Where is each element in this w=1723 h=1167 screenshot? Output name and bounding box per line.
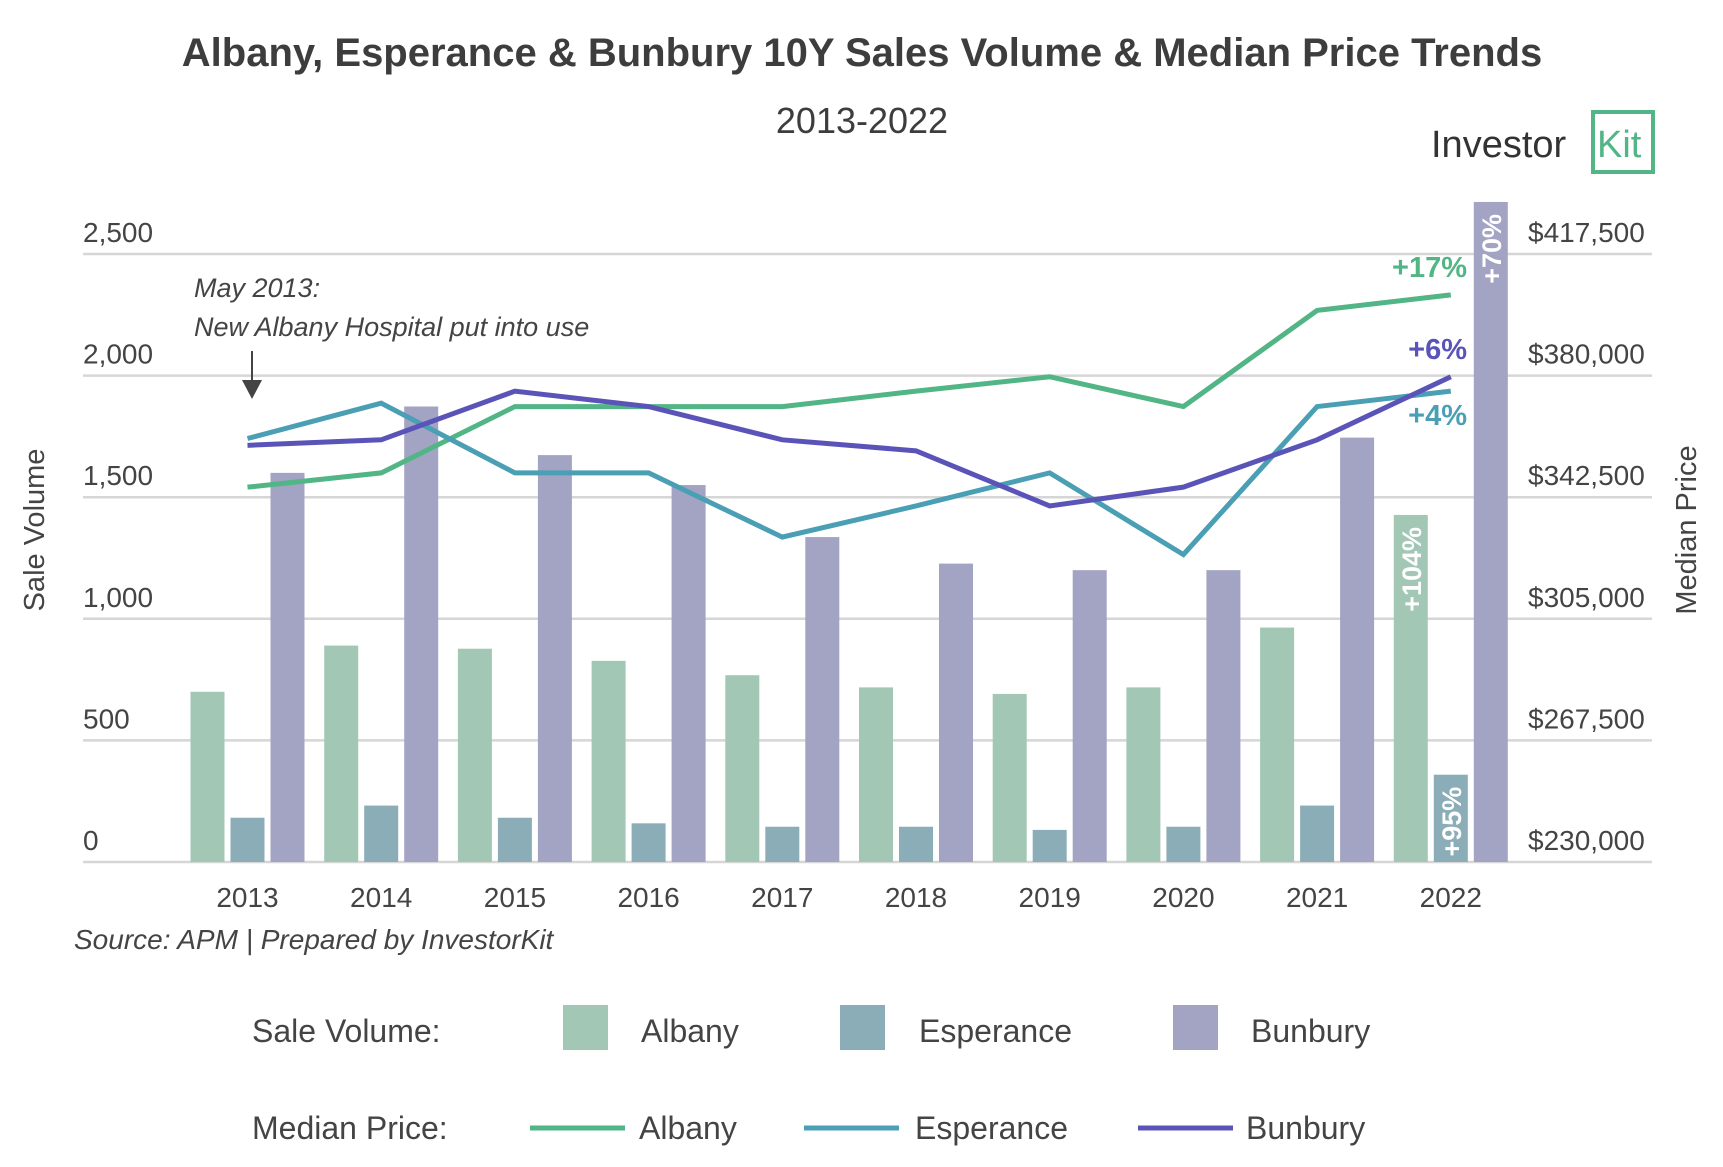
bar-bunbury	[1473, 201, 1508, 862]
bar-esperance	[899, 826, 933, 862]
bar-esperance	[230, 817, 265, 862]
bar-change-label: +95%	[1437, 787, 1467, 857]
bar-esperance	[765, 826, 800, 862]
bar-albany	[725, 675, 760, 862]
y-right-tick-label: $380,000	[1528, 339, 1645, 370]
legend-swatch-albany	[563, 1005, 608, 1050]
line-change-label: +4%	[1408, 400, 1467, 432]
y-right-tick-label: $417,500	[1528, 217, 1645, 248]
x-tick-label: 2021	[1286, 882, 1348, 913]
bar-albany	[992, 693, 1027, 862]
annotation-text: May 2013:	[194, 273, 320, 303]
bar-esperance	[497, 817, 532, 862]
legend-label: Esperance	[915, 1110, 1068, 1146]
x-tick-label: 2019	[1019, 882, 1081, 913]
bar-albany	[457, 648, 492, 862]
logo-text-kit: Kit	[1597, 124, 1642, 166]
y-left-tick-label: 0	[83, 825, 99, 856]
x-tick-label: 2014	[350, 882, 412, 913]
bar-bunbury	[1206, 570, 1241, 862]
bar-change-label: +70%	[1477, 214, 1507, 284]
x-tick-label: 2018	[885, 882, 947, 913]
y-left-axis-title: Sale Volume	[19, 449, 51, 612]
chart-title: Albany, Esperance & Bunbury 10Y Sales Vo…	[182, 31, 1542, 75]
x-tick-label: 2013	[216, 882, 278, 913]
bar-bunbury	[537, 455, 572, 862]
legend-label: Esperance	[919, 1013, 1072, 1049]
y-left-tick-label: 1,500	[83, 460, 153, 491]
x-tick-label: 2017	[751, 882, 813, 913]
x-tick-label: 2020	[1152, 882, 1214, 913]
y-left-tick-label: 2,500	[83, 217, 153, 248]
bar-bunbury	[939, 563, 973, 862]
bar-esperance	[1433, 774, 1468, 862]
bar-bunbury	[1340, 437, 1375, 862]
bar-albany	[190, 691, 225, 862]
legend-swatch-esperance	[840, 1005, 885, 1050]
bar-albany	[591, 660, 626, 862]
bar-albany	[1393, 514, 1428, 862]
legend-bars-title: Sale Volume:	[252, 1013, 441, 1049]
bar-esperance	[631, 823, 666, 862]
y-right-tick-label: $267,500	[1528, 703, 1645, 734]
bar-bunbury	[270, 472, 305, 862]
annotation-arrowhead-icon	[242, 380, 262, 399]
legend-swatch-bunbury	[1173, 1005, 1218, 1050]
y-left-tick-label: 500	[83, 703, 130, 734]
legend-label: Bunbury	[1251, 1013, 1370, 1049]
bar-esperance	[1032, 829, 1067, 862]
logo-text: Investor	[1431, 124, 1567, 166]
x-tick-label: 2016	[617, 882, 679, 913]
line-change-label: +6%	[1408, 334, 1467, 366]
legend-label: Albany	[639, 1110, 737, 1146]
bar-albany	[324, 645, 359, 862]
x-tick-label: 2015	[484, 882, 546, 913]
bar-change-label: +104%	[1397, 527, 1427, 612]
bar-esperance	[364, 805, 399, 862]
y-right-tick-label: $342,500	[1528, 460, 1645, 491]
bar-bunbury	[1072, 570, 1107, 862]
bar-albany	[1260, 627, 1295, 862]
bar-bunbury	[805, 537, 840, 862]
line-esperance	[246, 388, 1452, 558]
legend-label: Albany	[641, 1013, 739, 1049]
y-left-tick-label: 1,000	[83, 582, 153, 613]
legend-lines-title: Median Price:	[252, 1110, 448, 1146]
legend-label: Bunbury	[1246, 1110, 1365, 1146]
bar-bunbury	[671, 485, 706, 862]
y-right-tick-label: $305,000	[1528, 582, 1645, 613]
y-left-tick-label: 2,000	[83, 339, 153, 370]
annotation-text: New Albany Hospital put into use	[194, 312, 589, 342]
bar-bunbury	[404, 406, 439, 862]
bar-albany	[1126, 687, 1161, 862]
line-change-label: +17%	[1392, 252, 1467, 284]
x-tick-label: 2022	[1420, 882, 1482, 913]
bar-albany	[859, 687, 893, 862]
chart-subtitle: 2013-2022	[776, 100, 948, 141]
logo-box	[1591, 110, 1655, 174]
y-right-axis-title: Median Price	[1671, 445, 1703, 614]
y-right-tick-label: $230,000	[1528, 825, 1645, 856]
bar-esperance	[1300, 805, 1335, 862]
bar-esperance	[1166, 826, 1201, 862]
source-text: Source: APM | Prepared by InvestorKit	[74, 924, 555, 955]
line-bunbury	[247, 374, 1452, 509]
